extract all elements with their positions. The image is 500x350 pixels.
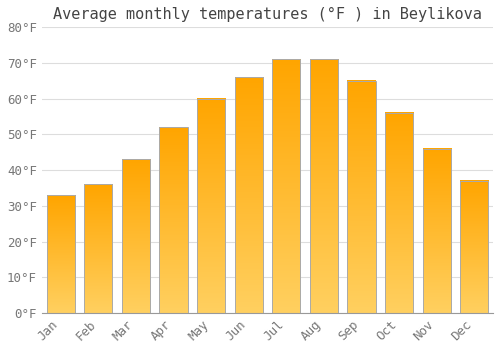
Bar — [122, 160, 150, 313]
Bar — [46, 195, 74, 313]
Bar — [348, 81, 376, 313]
Bar — [234, 77, 262, 313]
Bar — [310, 60, 338, 313]
Bar — [422, 149, 451, 313]
Bar — [84, 184, 112, 313]
Bar — [272, 60, 300, 313]
Title: Average monthly temperatures (°F ) in Beylikova: Average monthly temperatures (°F ) in Be… — [53, 7, 482, 22]
Bar — [385, 113, 413, 313]
Bar — [460, 181, 488, 313]
Bar — [197, 99, 225, 313]
Bar — [160, 127, 188, 313]
